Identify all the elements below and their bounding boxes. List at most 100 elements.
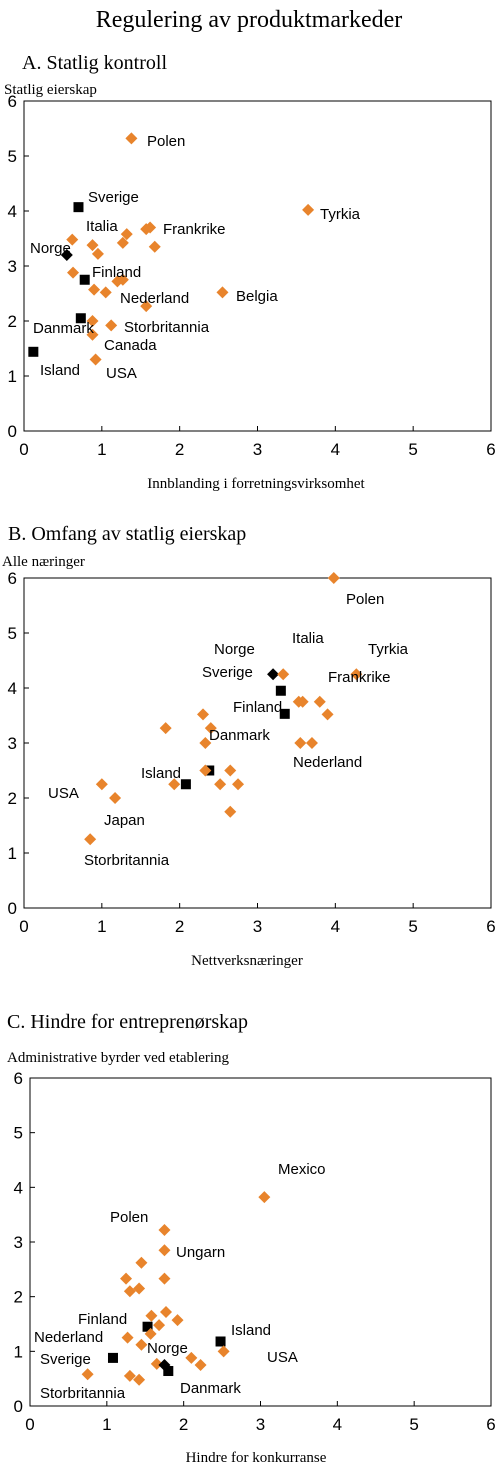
y-tick-label: 0 xyxy=(8,422,17,441)
point-diamond xyxy=(158,1223,171,1236)
point-diamond xyxy=(120,228,133,241)
y-tick-label: 1 xyxy=(8,367,17,386)
label-island: Island xyxy=(141,765,181,782)
point-diamond xyxy=(60,249,73,261)
panel-a-y-ticks: 0 1 2 3 4 5 6 xyxy=(8,92,29,441)
label-italia: Italia xyxy=(292,630,324,647)
point-diamond xyxy=(140,300,153,313)
label-ungarn: Ungarn xyxy=(176,1244,225,1261)
point-diamond xyxy=(148,240,161,253)
label-japan: Japan xyxy=(104,812,145,829)
point-diamond xyxy=(217,1345,230,1358)
point-diamond xyxy=(294,737,307,749)
point-diamond xyxy=(194,1359,207,1371)
point-diamond xyxy=(277,668,290,681)
y-tick-label: 0 xyxy=(14,1397,23,1416)
label-island: Island xyxy=(231,1322,271,1339)
point-diamond xyxy=(159,1305,172,1318)
panel-a-point-labels: Polen Tyrkia Sverige Italia Norge Frankr… xyxy=(30,133,361,382)
point-diamond xyxy=(121,1331,134,1344)
label-usa: USA xyxy=(106,365,137,382)
label-storbritannia: Storbritannia xyxy=(40,1385,126,1402)
x-tick-label: 1 xyxy=(102,1415,111,1434)
label-belgia: Belgia xyxy=(236,288,278,305)
panel-a-title: A. Statlig kontroll xyxy=(22,52,167,74)
panel-c-xlabel: Hindre for konkurranse xyxy=(186,1450,327,1466)
point-diamond xyxy=(84,833,97,846)
point-square xyxy=(142,1321,153,1332)
point-diamond xyxy=(116,273,129,286)
label-norge: Norge xyxy=(147,1340,188,1357)
label-danmark: Danmark xyxy=(180,1380,241,1397)
x-tick-label: 5 xyxy=(408,440,417,459)
point-diamond xyxy=(214,778,227,791)
point-diamond xyxy=(86,328,99,341)
point-square xyxy=(275,685,286,696)
figure-title: Regulering av produktmarkeder xyxy=(96,7,403,33)
panel-a-xlabel: Innblanding i forretningsvirksomhet xyxy=(147,476,365,492)
y-tick-label: 0 xyxy=(8,899,17,918)
label-danmark: Danmark xyxy=(209,727,270,744)
point-square xyxy=(180,779,191,790)
x-tick-label: 3 xyxy=(253,917,262,936)
x-tick-label: 4 xyxy=(331,917,340,936)
x-tick-label: 6 xyxy=(486,440,495,459)
label-frankrike: Frankrike xyxy=(328,669,391,686)
point-diamond xyxy=(133,1373,146,1386)
panel-c-point-labels: Mexico Polen Ungarn Finland Nederland No… xyxy=(34,1161,326,1402)
panel-c: C. Hindre for entreprenørskap Administra… xyxy=(7,1011,496,1466)
panel-a-ylabel: Statlig eierskap xyxy=(4,82,97,98)
point-diamond xyxy=(86,239,99,252)
point-square xyxy=(28,346,39,357)
point-diamond xyxy=(305,737,318,749)
label-island: Island xyxy=(40,362,80,379)
y-tick-label: 6 xyxy=(14,1069,23,1088)
panel-c-plot-area xyxy=(29,1077,492,1407)
point-diamond xyxy=(158,1244,171,1257)
panel-a-x-ticks: 0 1 2 3 4 5 6 xyxy=(19,426,496,459)
point-diamond xyxy=(350,668,363,681)
y-tick-label: 2 xyxy=(8,789,17,808)
x-tick-label: 5 xyxy=(409,1415,418,1434)
point-diamond xyxy=(199,764,212,777)
label-finland: Finland xyxy=(233,699,282,716)
point-square xyxy=(215,1336,226,1347)
point-diamond xyxy=(224,805,237,818)
panel-c-points xyxy=(81,1191,271,1386)
label-storbritannia: Storbritannia xyxy=(124,319,210,336)
label-canada: Canada xyxy=(104,337,157,354)
point-diamond xyxy=(267,668,280,681)
point-diamond xyxy=(159,722,172,735)
x-tick-label: 2 xyxy=(175,917,184,936)
panel-c-y-ticks: 0 1 2 3 4 5 6 xyxy=(14,1069,35,1416)
y-tick-label: 2 xyxy=(8,312,17,331)
label-italia: Italia xyxy=(86,218,118,235)
point-diamond xyxy=(95,778,108,791)
y-tick-label: 3 xyxy=(14,1233,23,1252)
y-tick-label: 5 xyxy=(14,1124,23,1143)
label-usa: USA xyxy=(48,785,79,802)
point-diamond xyxy=(120,1272,133,1285)
point-diamond xyxy=(123,1285,136,1298)
label-polen: Polen xyxy=(110,1209,148,1226)
point-diamond xyxy=(321,708,334,721)
point-diamond xyxy=(296,695,309,708)
panel-c-ylabel: Administrative byrder ved etablering xyxy=(7,1050,230,1066)
label-nederland: Nederland xyxy=(293,754,362,771)
point-diamond xyxy=(185,1351,198,1364)
point-diamond xyxy=(302,203,315,216)
point-square xyxy=(279,708,290,719)
point-diamond xyxy=(99,286,112,299)
point-diamond xyxy=(327,572,340,584)
y-tick-label: 4 xyxy=(14,1178,23,1197)
x-tick-label: 3 xyxy=(253,440,262,459)
point-square xyxy=(75,313,86,324)
point-diamond xyxy=(199,737,212,749)
point-diamond xyxy=(67,266,80,279)
point-diamond xyxy=(144,221,157,234)
point-diamond xyxy=(88,283,101,296)
panel-b-x-ticks: 0 1 2 3 4 5 6 xyxy=(19,903,496,936)
point-diamond xyxy=(125,132,138,145)
y-tick-label: 3 xyxy=(8,257,17,276)
label-finland: Finland xyxy=(78,1311,127,1328)
